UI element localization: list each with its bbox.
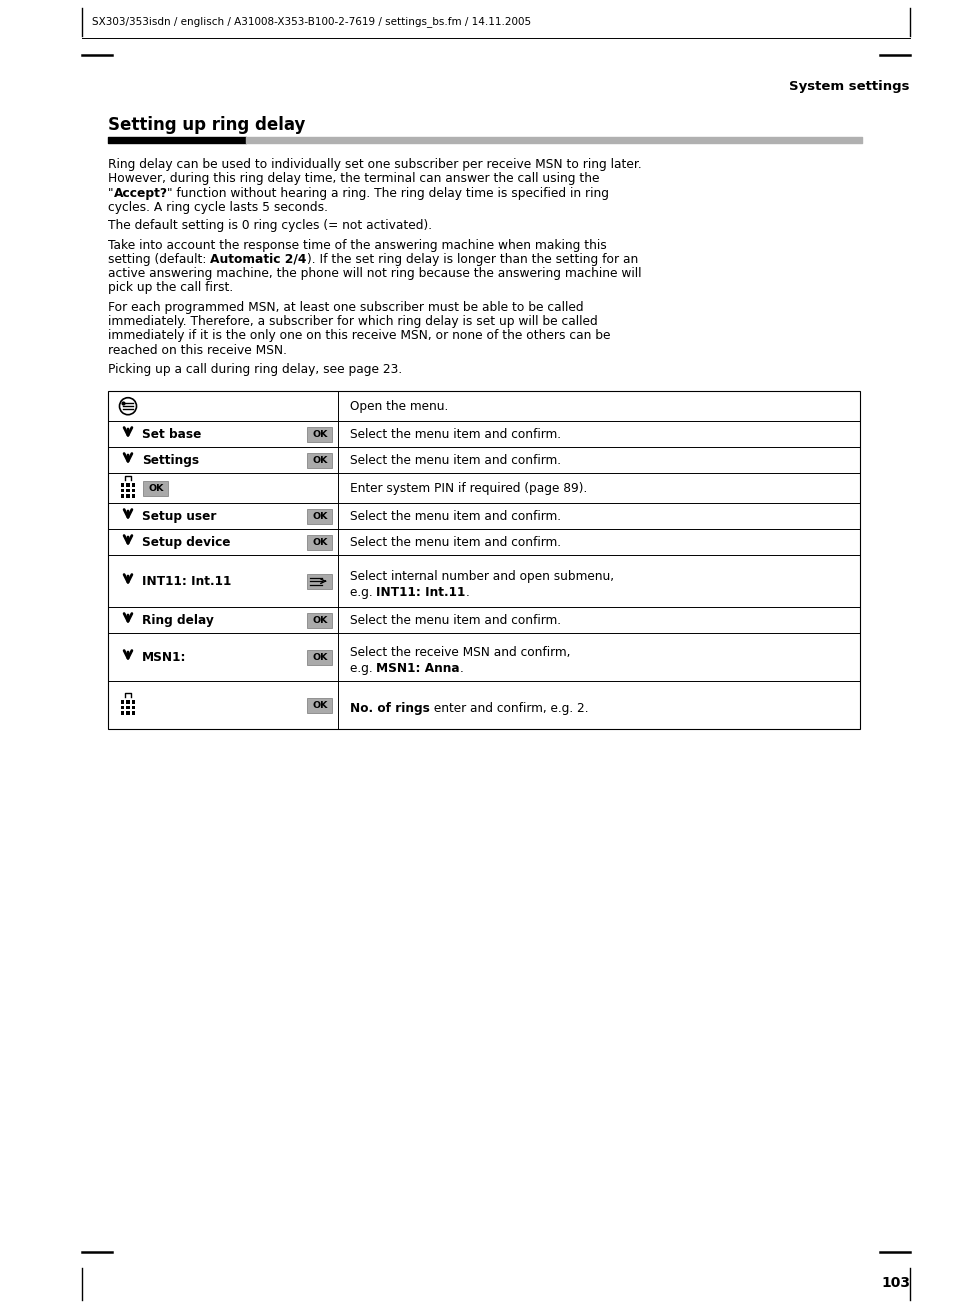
Text: OK: OK	[312, 512, 327, 520]
Text: active answering machine, the phone will not ring because the answering machine : active answering machine, the phone will…	[108, 267, 640, 280]
Text: .: .	[459, 661, 463, 674]
Text: INT11: Int.11: INT11: Int.11	[142, 575, 232, 588]
Text: Take into account the response time of the answering machine when making this: Take into account the response time of t…	[108, 238, 606, 251]
Text: OK: OK	[312, 456, 327, 465]
Text: MSN1: Anna: MSN1: Anna	[376, 661, 459, 674]
Bar	[126, 706, 130, 710]
Bar	[132, 494, 135, 498]
Bar	[126, 489, 130, 493]
Text: OK: OK	[148, 484, 164, 493]
Text: immediately if it is the only one on this receive MSN, or none of the others can: immediately if it is the only one on thi…	[108, 329, 610, 342]
Text: Select the menu item and confirm.: Select the menu item and confirm.	[350, 614, 560, 626]
Text: reached on this receive MSN.: reached on this receive MSN.	[108, 344, 287, 357]
Bar	[132, 701, 135, 704]
Text: Select internal number and open submenu,: Select internal number and open submenu,	[350, 570, 614, 583]
Bar	[121, 484, 124, 488]
Text: enter and confirm, e.g. 2.: enter and confirm, e.g. 2.	[430, 702, 588, 715]
Text: Set base: Set base	[142, 427, 201, 440]
Text: OK: OK	[312, 701, 327, 710]
Text: OK: OK	[312, 652, 327, 661]
Text: Select the menu item and confirm.: Select the menu item and confirm.	[350, 510, 560, 523]
Text: No. of rings: No. of rings	[350, 702, 430, 715]
Bar	[121, 489, 124, 493]
Text: pick up the call first.: pick up the call first.	[108, 281, 233, 294]
Text: SX303/353isdn / englisch / A31008-X353-B100-2-7619 / settings_bs.fm / 14.11.2005: SX303/353isdn / englisch / A31008-X353-B…	[91, 17, 531, 27]
Text: Enter system PIN if required (page 89).: Enter system PIN if required (page 89).	[350, 482, 587, 495]
Text: OK: OK	[312, 616, 327, 625]
Text: For each programmed MSN, at least one subscriber must be able to be called: For each programmed MSN, at least one su…	[108, 301, 583, 314]
Text: Select the menu item and confirm.: Select the menu item and confirm.	[350, 454, 560, 467]
Text: INT11: Int.11: INT11: Int.11	[376, 586, 465, 599]
Text: Select the menu item and confirm.: Select the menu item and confirm.	[350, 536, 560, 549]
Bar	[307, 698, 333, 712]
Text: Setting up ring delay: Setting up ring delay	[108, 116, 305, 135]
Text: e.g.: e.g.	[350, 661, 376, 674]
Text: setting (default:: setting (default:	[108, 252, 210, 265]
Text: " function without hearing a ring. The ring delay time is specified in ring: " function without hearing a ring. The r…	[168, 187, 609, 200]
Bar	[307, 650, 333, 665]
Text: Accept?: Accept?	[113, 187, 168, 200]
Text: 103: 103	[880, 1276, 909, 1290]
Text: Settings: Settings	[142, 454, 199, 467]
Text: Ring delay: Ring delay	[142, 614, 213, 626]
Text: OK: OK	[312, 430, 327, 439]
Bar	[121, 494, 124, 498]
Bar	[143, 481, 169, 495]
Text: immediately. Therefore, a subscriber for which ring delay is set up will be call: immediately. Therefore, a subscriber for…	[108, 315, 598, 328]
Text: Select the menu item and confirm.: Select the menu item and confirm.	[350, 427, 560, 440]
Bar	[132, 489, 135, 493]
Bar	[307, 574, 333, 588]
Bar	[121, 711, 124, 715]
Bar	[307, 535, 333, 550]
Text: Ring delay can be used to individually set one subscriber per receive MSN to rin: Ring delay can be used to individually s…	[108, 158, 641, 171]
Bar	[121, 701, 124, 704]
Bar	[126, 711, 130, 715]
Text: Setup device: Setup device	[142, 536, 231, 549]
Text: .: .	[465, 586, 469, 599]
Bar	[108, 391, 859, 729]
Text: cycles. A ring cycle lasts 5 seconds.: cycles. A ring cycle lasts 5 seconds.	[108, 201, 328, 214]
Text: Select the receive MSN and confirm,: Select the receive MSN and confirm,	[350, 647, 570, 660]
Bar	[132, 484, 135, 488]
Text: OK: OK	[312, 537, 327, 546]
Text: Open the menu.: Open the menu.	[350, 400, 448, 413]
Bar	[307, 426, 333, 442]
Bar	[307, 508, 333, 524]
Bar	[126, 701, 130, 704]
Bar	[307, 452, 333, 468]
Text: ). If the set ring delay is longer than the setting for an: ). If the set ring delay is longer than …	[306, 252, 638, 265]
Text: System settings: System settings	[789, 80, 909, 93]
Text: ": "	[108, 187, 113, 200]
Text: Picking up a call during ring delay, see page 23.: Picking up a call during ring delay, see…	[108, 363, 402, 376]
Text: The default setting is 0 ring cycles (= not activated).: The default setting is 0 ring cycles (= …	[108, 220, 432, 233]
Text: Setup user: Setup user	[142, 510, 216, 523]
Bar	[126, 484, 130, 488]
Text: However, during this ring delay time, the terminal can answer the call using the: However, during this ring delay time, th…	[108, 173, 598, 186]
Bar	[121, 706, 124, 710]
Bar	[126, 494, 130, 498]
Text: e.g.: e.g.	[350, 586, 376, 599]
Bar	[132, 711, 135, 715]
Text: MSN1:: MSN1:	[142, 651, 186, 664]
Text: Automatic 2/4: Automatic 2/4	[210, 252, 306, 265]
Bar	[132, 706, 135, 710]
Bar	[307, 613, 333, 627]
